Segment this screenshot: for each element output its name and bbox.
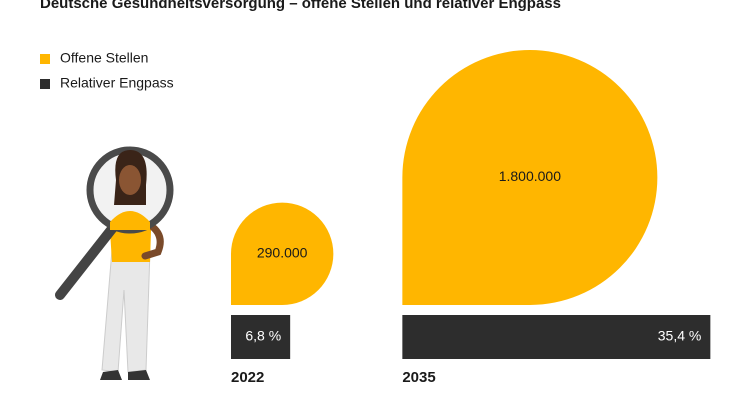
bar: [231, 315, 291, 359]
category-label: 2022: [231, 369, 264, 386]
legend-swatch: [40, 54, 50, 64]
legend-swatch: [40, 79, 50, 89]
bar: [402, 315, 711, 359]
drop: [402, 50, 658, 305]
drop-value-label: 1.800.000: [499, 168, 561, 184]
legend-label: Offene Stellen: [60, 50, 148, 66]
bar-value-label: 35,4 %: [658, 328, 702, 344]
category-label: 2035: [402, 369, 435, 386]
legend-label: Relativer Engpass: [60, 75, 174, 91]
chart-title: Deutsche Gesundheitsversorgung – offene …: [40, 0, 561, 12]
bar-value-label: 6,8 %: [245, 328, 281, 344]
illustration: [55, 146, 174, 380]
drop-value-label: 290.000: [257, 245, 308, 261]
drop: [231, 202, 334, 305]
